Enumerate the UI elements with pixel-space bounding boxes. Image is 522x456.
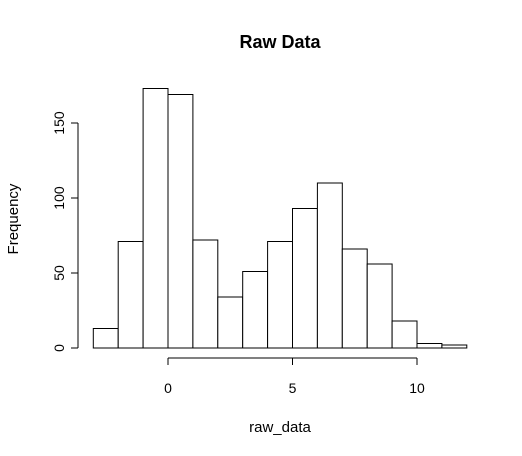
- histogram-bar: [441, 344, 468, 349]
- histogram-bar: [167, 94, 194, 349]
- y-tick-label: 100: [51, 186, 67, 210]
- histogram-bar: [92, 328, 119, 349]
- histogram-bar: [391, 320, 418, 349]
- histogram-bar: [142, 88, 169, 349]
- histogram-bar: [192, 239, 219, 349]
- y-axis-label: Frequency: [5, 183, 22, 254]
- x-axis: 0 5 10: [164, 357, 425, 396]
- histogram-bar: [416, 343, 443, 349]
- histogram-bar: [242, 271, 269, 349]
- histogram-bar: [366, 263, 393, 349]
- chart-title: Raw Data: [239, 32, 321, 52]
- histogram-bar: [267, 241, 294, 349]
- x-tick-label: 0: [164, 380, 172, 396]
- histogram-bar: [217, 296, 244, 349]
- x-axis-label: raw_data: [249, 419, 311, 436]
- histogram-bar: [341, 248, 368, 349]
- y-tick-label: 50: [51, 265, 67, 281]
- x-tick-label: 10: [409, 380, 425, 396]
- y-axis: 0 50 100 150: [51, 111, 79, 352]
- bars-group: [92, 88, 468, 349]
- x-tick-label: 5: [289, 380, 297, 396]
- histogram-bar: [117, 241, 144, 349]
- y-tick-label: 0: [51, 344, 67, 352]
- histogram-bar: [316, 182, 343, 349]
- y-tick-label: 150: [51, 111, 67, 135]
- histogram-bar: [292, 208, 318, 349]
